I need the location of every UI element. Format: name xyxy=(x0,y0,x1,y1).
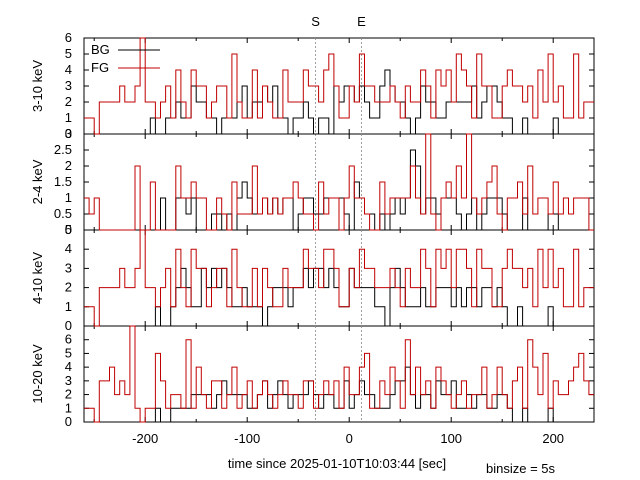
y-tick-label: 2 xyxy=(65,158,72,173)
y-tick-label: 0 xyxy=(65,318,72,333)
x-tick-label: 0 xyxy=(346,431,353,446)
series-bg-panel-2 xyxy=(84,149,594,231)
y-tick-label: 0 xyxy=(65,126,72,141)
x-tick-label: 200 xyxy=(542,431,564,446)
y-tick-label: 5 xyxy=(65,345,72,360)
y-tick-label: 0 xyxy=(65,222,72,237)
y-tick-label: 1 xyxy=(65,110,72,125)
y-tick-label: 2 xyxy=(65,387,72,402)
y-tick-label: 1 xyxy=(65,299,72,314)
marker-label-e: E xyxy=(357,14,366,29)
series-fg-panel-4 xyxy=(84,325,594,423)
y-tick-label: 1 xyxy=(65,400,72,415)
y-tick-label: 6 xyxy=(65,332,72,347)
y-tick-label: 5 xyxy=(65,46,72,61)
y-tick-label: 3 xyxy=(65,373,72,388)
series-fg-panel-3 xyxy=(84,229,594,327)
y-tick-label: 3 xyxy=(65,78,72,93)
y-tick-label: 4 xyxy=(65,359,72,374)
y-tick-label: 4 xyxy=(65,62,72,77)
marker-label-s: S xyxy=(311,14,320,29)
legend-label-bg: BG xyxy=(91,42,110,57)
y-tick-label: 3 xyxy=(65,260,72,275)
series-fg-panel-1 xyxy=(84,37,594,135)
y-tick-label: 1 xyxy=(65,190,72,205)
y-tick-label: 0.5 xyxy=(54,206,72,221)
x-tick-label: 100 xyxy=(440,431,462,446)
x-tick-label: -200 xyxy=(132,431,158,446)
y-tick-label: 2.5 xyxy=(54,142,72,157)
panel-ylabel: 4-10 keV xyxy=(30,252,45,304)
x-tick-label: -100 xyxy=(234,431,260,446)
panel-ylabel: 3-10 keV xyxy=(30,60,45,112)
x-axis-label: time since 2025-01-10T10:03:44 [sec] xyxy=(228,456,446,471)
y-tick-label: 0 xyxy=(65,414,72,429)
y-tick-label: 1.5 xyxy=(54,174,72,189)
y-tick-label: 5 xyxy=(65,222,72,237)
panel-ylabel: 2-4 keV xyxy=(30,159,45,204)
y-tick-label: 4 xyxy=(65,241,72,256)
legend-label-fg: FG xyxy=(91,60,109,75)
y-tick-label: 6 xyxy=(65,30,72,45)
y-tick-label: 2 xyxy=(65,280,72,295)
series-bg-panel-3 xyxy=(84,267,594,327)
y-tick-label: 2 xyxy=(65,94,72,109)
series-fg-panel-2 xyxy=(84,133,594,231)
panel-frame-4 xyxy=(83,325,595,423)
y-tick-label: 3 xyxy=(65,126,72,141)
panel-ylabel: 10-20 keV xyxy=(30,344,45,404)
binsize-note: binsize = 5s xyxy=(486,461,556,476)
